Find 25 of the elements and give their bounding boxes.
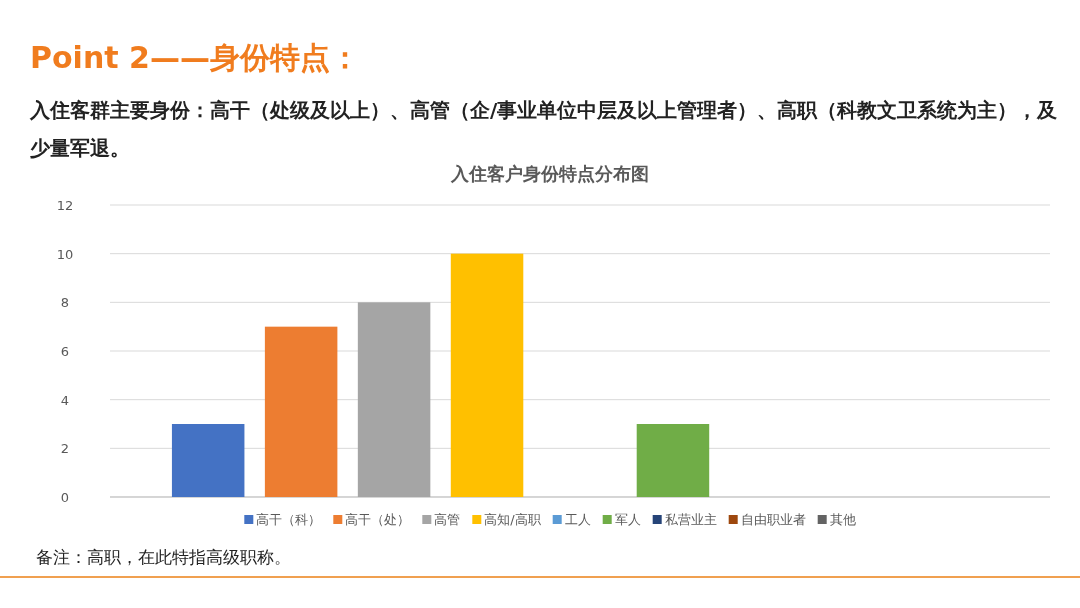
text: Point 2——身份特点： <box>30 39 361 77</box>
legend-label: 私营业主 <box>664 512 717 527</box>
bar <box>636 424 710 497</box>
y-tick-label: 0 <box>60 490 70 505</box>
bar <box>171 424 245 497</box>
text: 备注：高职，在此特指高级职称。 <box>36 547 291 567</box>
y-tick-label: 2 <box>60 441 70 457</box>
y-tick-label: 4 <box>60 392 70 408</box>
legend-label: 高干（科） <box>256 512 322 527</box>
bar <box>357 302 431 497</box>
legend-label: 高管 <box>434 512 461 527</box>
y-tick-label: 10 <box>56 246 74 262</box>
text: 入住客群主要身份：高干（处级及以上）、高管（企/事业单位中层及以上管理者）、高职（科教文卫系统为主），及少量军退。 <box>30 98 1058 160</box>
legend-label: 自由职业者 <box>740 512 806 527</box>
bar <box>450 253 524 497</box>
y-tick-label: 12 <box>56 198 74 213</box>
legend-label: 军人 <box>614 512 641 527</box>
chart-title: 入住客户身份特点分布图 <box>450 163 649 184</box>
legend-label: 高干（处） <box>345 512 411 527</box>
legend-label: 工人 <box>564 512 591 527</box>
y-tick-label: 6 <box>60 344 70 359</box>
legend-label: 高知/高职 <box>484 512 541 527</box>
bar <box>264 326 338 497</box>
y-tick-label: 8 <box>60 295 70 311</box>
legend-label: 其他 <box>829 512 856 527</box>
